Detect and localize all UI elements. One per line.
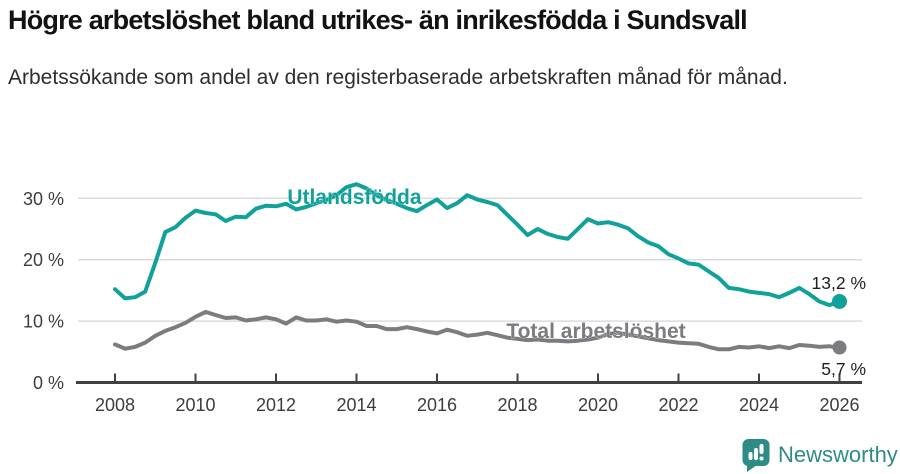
series-line-utlandsf-dda (113, 182, 842, 308)
x-tick-label: 2018 (497, 395, 537, 415)
series-end-dot-utlandsf-dda (832, 293, 847, 309)
x-tick-label: 2024 (739, 395, 779, 415)
y-tick-label: 0 % (33, 373, 64, 393)
x-tick-label: 2026 (819, 395, 859, 415)
chart-title: Högre arbetslöshet bland utrikes- än inr… (8, 5, 748, 35)
series-value-label-total-arbetsl-shet: 5,7 % (821, 359, 866, 379)
series-end-dot-total-arbetsl-shet (832, 340, 847, 355)
x-tick-label: 2022 (658, 395, 698, 415)
series-label-total-arbetsl-shet: Total arbetslöshet (506, 320, 685, 343)
x-tick-label: 2014 (336, 395, 376, 415)
x-tick-label: 2016 (417, 395, 457, 415)
newsworthy-logo[interactable]: Newsworthy (742, 438, 898, 472)
y-tick-label: 20 % (23, 250, 64, 270)
x-tick-label: 2020 (578, 395, 618, 415)
x-tick-label: 2012 (256, 395, 296, 415)
speech-bubble-bar-chart-icon (742, 439, 770, 472)
y-tick-label: 30 % (23, 189, 64, 209)
series-line-total-arbetsl-shet (113, 309, 842, 352)
series-value-label-utlandsf-dda: 13,2 % (812, 273, 866, 293)
chart-subtitle: Arbetssökande som andel av den registerb… (8, 66, 788, 89)
brand-name: Newsworthy (778, 442, 898, 467)
series-label-utlandsf-dda: Utlandsfödda (287, 186, 421, 209)
x-tick-label: 2010 (175, 395, 215, 415)
y-tick-label: 10 % (23, 312, 64, 332)
x-tick-label: 2008 (95, 395, 135, 415)
